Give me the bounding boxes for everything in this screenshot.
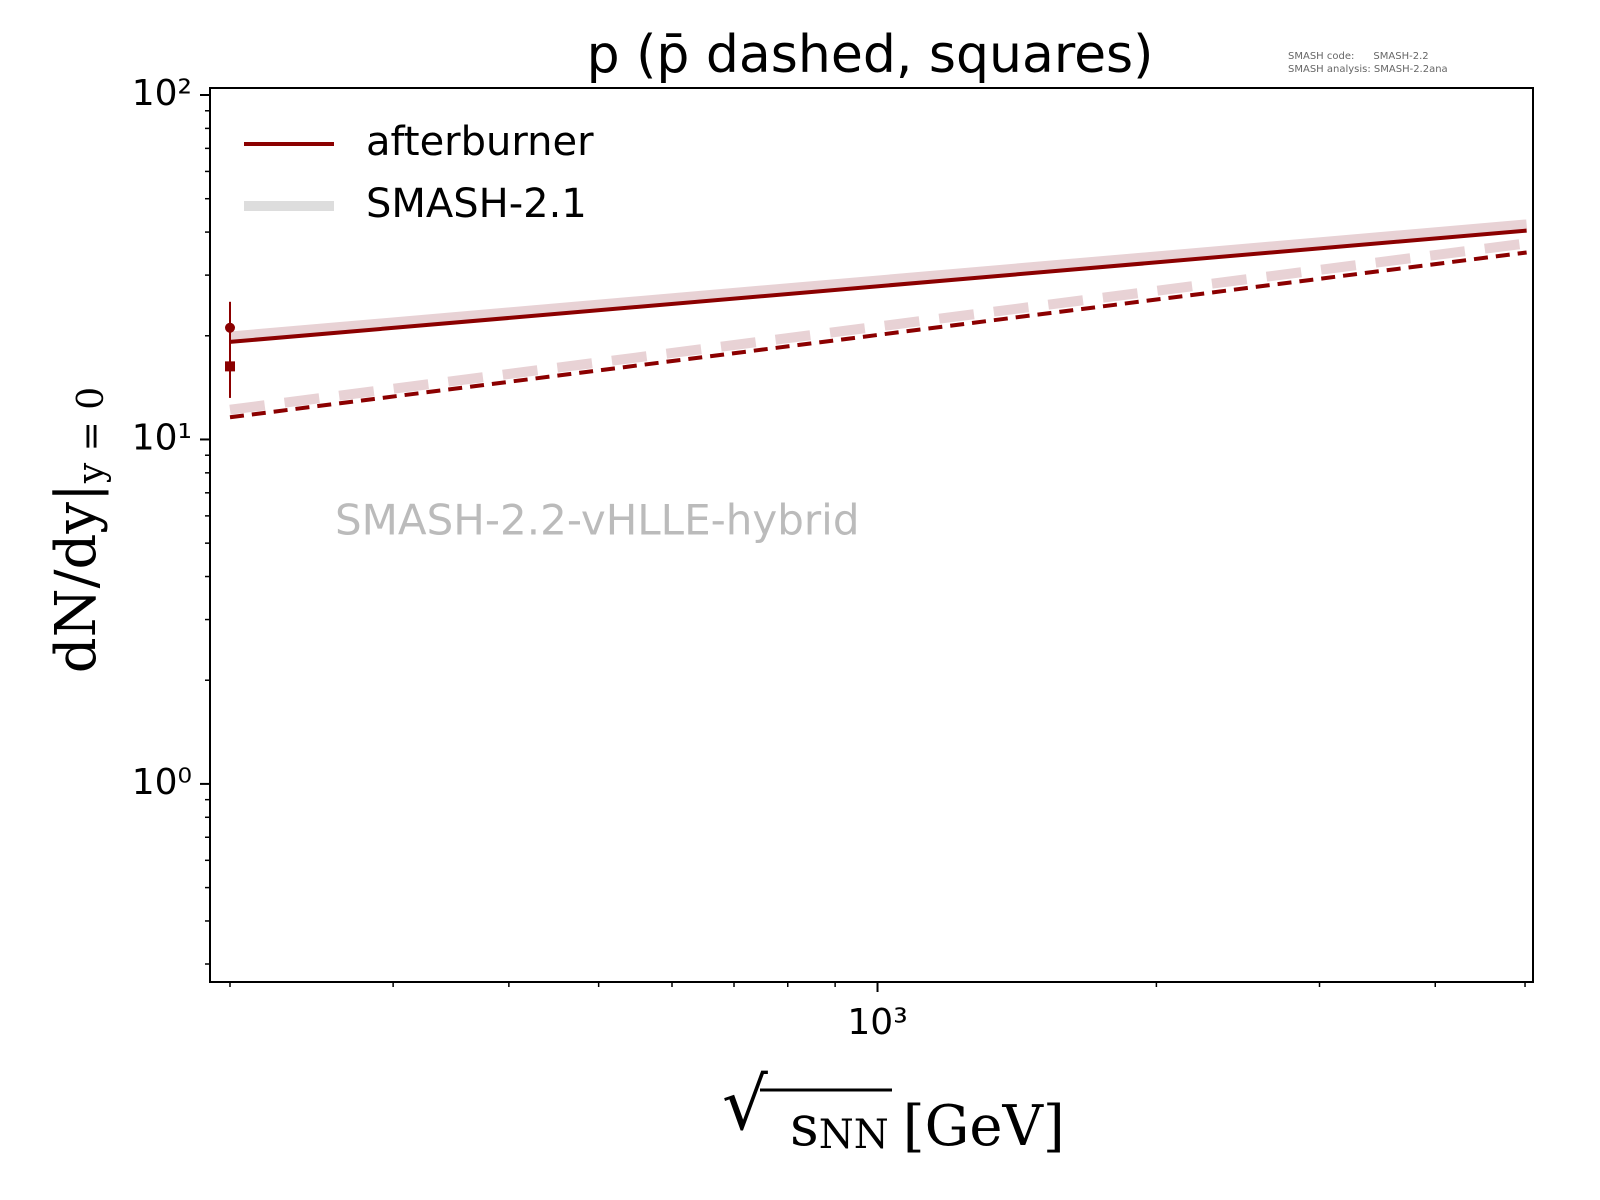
- x-label-base: s: [790, 1094, 819, 1159]
- legend-label: afterburner: [366, 119, 594, 165]
- version-text: SMASH code: SMASH-2.2: [1288, 51, 1429, 62]
- x-tick-label: 10³: [847, 1002, 907, 1043]
- y-label-sub: y = 0: [71, 387, 112, 484]
- watermark: SMASH-2.2-vHLLE-hybrid: [335, 496, 860, 545]
- x-label-unit: [GeV]: [903, 1094, 1065, 1159]
- y-label-main: dN/dy|: [44, 483, 109, 673]
- y-axis-label: dN/dy|y = 0: [44, 387, 113, 673]
- y-tick-label: 10¹: [132, 417, 192, 458]
- dashed-line: [229, 250, 1527, 420]
- chart-title: p (p̄ dashed, squares): [587, 25, 1154, 85]
- version-text: SMASH analysis: SMASH-2.2ana: [1288, 64, 1448, 75]
- x-axis-label: sNN [GeV]: [790, 1094, 1065, 1159]
- x-label-sub: NN: [819, 1112, 889, 1158]
- data-point: [225, 361, 236, 372]
- line: [229, 228, 1527, 344]
- data-point: [225, 322, 236, 333]
- line: [229, 219, 1528, 342]
- plot-frame: [209, 87, 1534, 983]
- legend-label: SMASH-2.1: [366, 181, 587, 227]
- y-tick-label: 10⁰: [132, 762, 192, 803]
- x-label-root: √: [722, 1062, 768, 1146]
- y-tick-label: 10²: [132, 73, 192, 114]
